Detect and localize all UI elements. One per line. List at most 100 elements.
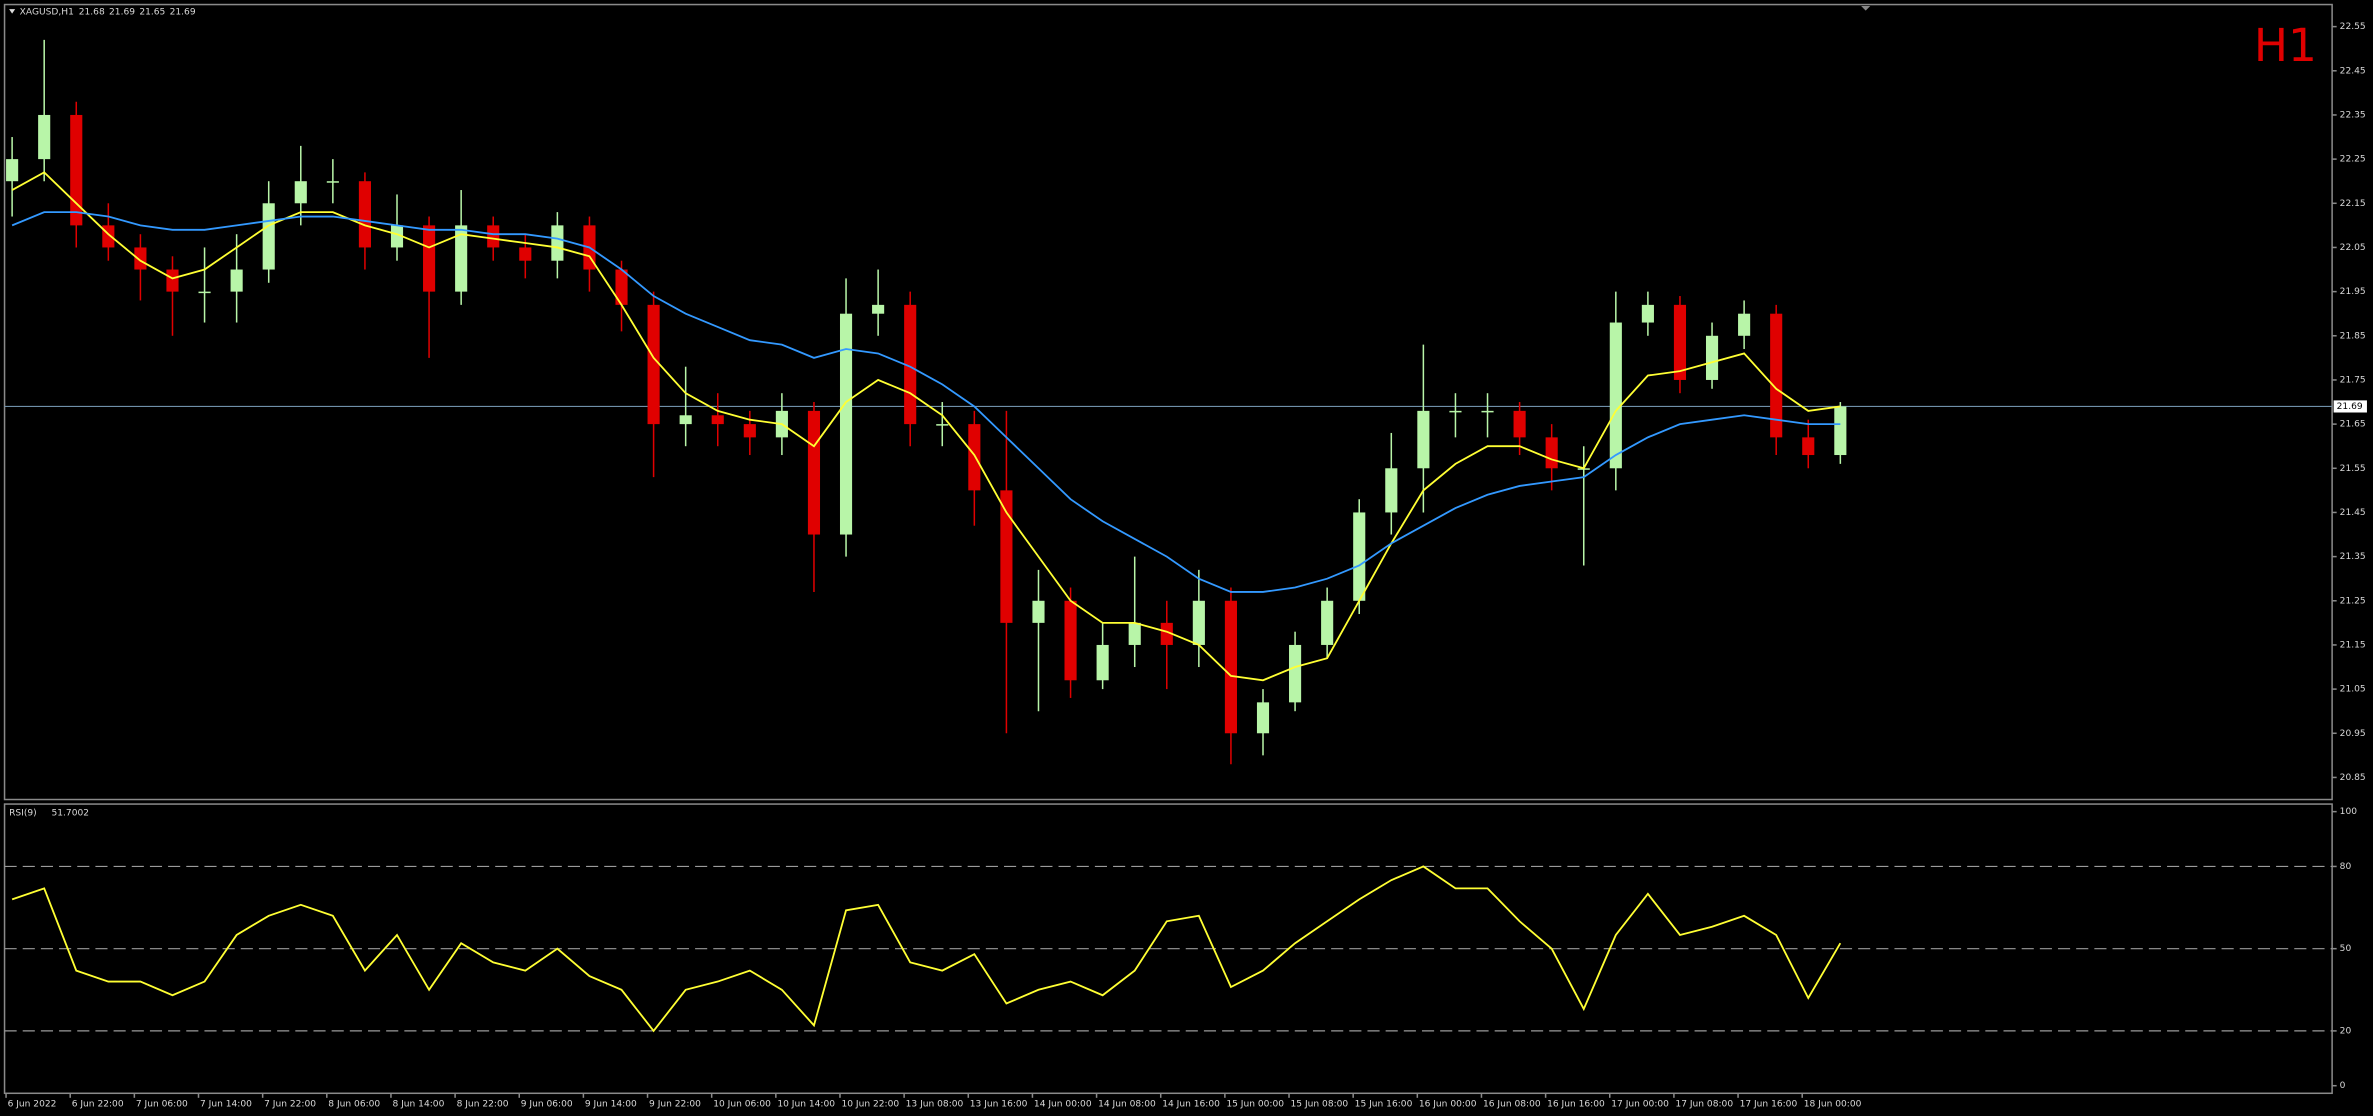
candle-body — [807, 410, 821, 535]
candle-body — [1096, 644, 1109, 681]
y-tick-label: 21.45 — [2340, 508, 2366, 518]
shift-marker — [1861, 6, 1871, 11]
x-tick-label: 6 Jun 22:00 — [72, 1099, 124, 1109]
x-tick-label: 13 Jun 16:00 — [970, 1099, 1028, 1109]
x-tick-label: 16 Jun 16:00 — [1547, 1099, 1605, 1109]
x-tick-label: 17 Jun 16:00 — [1740, 1099, 1798, 1109]
candle-body — [1417, 410, 1430, 469]
candle-body — [326, 181, 339, 183]
candle-body — [1641, 304, 1654, 323]
rsi-label: RSI(9) — [9, 809, 37, 819]
candle-body — [358, 181, 371, 248]
candle-body — [262, 203, 275, 270]
x-tick-label: 10 Jun 14:00 — [777, 1099, 835, 1109]
candle-body — [1256, 702, 1270, 734]
y-tick-label: 80 — [2340, 862, 2352, 872]
candle-body — [390, 225, 404, 248]
y-tick-label: 22.05 — [2340, 243, 2366, 253]
y-tick-label: 50 — [2340, 944, 2352, 954]
y-tick-label: 22.55 — [2340, 22, 2366, 32]
x-tick-label: 17 Jun 00:00 — [1611, 1099, 1669, 1109]
candle-body — [839, 313, 853, 535]
y-tick-label: 20.95 — [2340, 729, 2366, 739]
x-tick-label: 16 Jun 08:00 — [1483, 1099, 1541, 1109]
y-tick-label: 20 — [2340, 1026, 2352, 1036]
y-tick-label: 20.85 — [2340, 773, 2366, 783]
candle-body — [615, 269, 628, 305]
header-value: 21.68 — [79, 8, 105, 18]
x-tick-label: 14 Jun 00:00 — [1034, 1099, 1092, 1109]
candle-body — [1481, 410, 1494, 413]
bid-tag-label: 21.69 — [2337, 402, 2363, 412]
candle-body — [70, 114, 83, 226]
symbol: XAGUSD,H1 — [20, 8, 74, 18]
candle-body — [198, 291, 211, 294]
moving-average — [11, 171, 1841, 682]
x-tick-label: 8 Jun 06:00 — [328, 1099, 380, 1109]
x-tick-label: 16 Jun 00:00 — [1419, 1099, 1477, 1109]
rsi-line — [11, 865, 1842, 1033]
header-value: 21.69 — [170, 8, 196, 18]
rsi-current: 51.7002 — [51, 809, 89, 819]
candle-body — [1513, 410, 1526, 438]
candle-body — [1545, 437, 1558, 469]
candle-body — [1705, 335, 1719, 380]
candle-body — [1224, 600, 1237, 734]
candle-body — [1802, 437, 1815, 456]
candle-body — [1449, 410, 1462, 413]
x-tick-label: 7 Jun 06:00 — [136, 1099, 188, 1109]
y-tick-label: 22.25 — [2340, 155, 2366, 165]
y-tick-label: 21.05 — [2340, 685, 2366, 695]
candle-body — [1160, 622, 1173, 645]
header-values: 21.68 21.69 21.65 21.69 — [79, 8, 196, 18]
candle-body — [872, 304, 885, 314]
candle-body — [1609, 322, 1622, 469]
y-tick-label: 0 — [2340, 1081, 2346, 1091]
menu-arrow — [9, 9, 16, 14]
candle-body — [487, 225, 500, 248]
y-tick-label: 21.85 — [2340, 331, 2366, 341]
x-tick-label: 7 Jun 22:00 — [264, 1099, 316, 1109]
y-tick-label: 21.75 — [2340, 375, 2366, 385]
candle-body — [679, 415, 692, 425]
candle-body — [1673, 304, 1687, 380]
candle-body — [1289, 644, 1302, 703]
x-tick-label: 6 Jun 2022 — [8, 1099, 57, 1109]
y-tick-label: 21.35 — [2340, 552, 2366, 562]
y-tick-label: 22.35 — [2340, 110, 2366, 120]
y-tick-label: 22.45 — [2340, 66, 2366, 76]
candle-body — [423, 225, 436, 292]
candle-body — [1064, 600, 1077, 681]
main-pane — [3, 3, 2333, 801]
candle-body — [1385, 468, 1398, 513]
candle-body — [1032, 600, 1045, 623]
candle-body — [1770, 313, 1783, 438]
moving-average — [11, 211, 1841, 593]
candle-body — [936, 424, 949, 426]
x-tick-label: 15 Jun 08:00 — [1291, 1099, 1349, 1109]
timeframe-label: H1 — [2254, 19, 2317, 72]
y-tick-label: 21.95 — [2340, 287, 2366, 297]
candle-body — [1738, 313, 1751, 336]
candle-body — [102, 225, 115, 248]
candle-body — [230, 269, 243, 292]
x-tick-label: 14 Jun 16:00 — [1162, 1099, 1220, 1109]
candle-body — [1321, 600, 1334, 645]
y-tick-label: 21.55 — [2340, 464, 2366, 474]
candle-body — [968, 424, 981, 491]
x-tick-label: 17 Jun 08:00 — [1675, 1099, 1733, 1109]
y-tick-label: 22.15 — [2340, 199, 2366, 209]
x-tick-label: 10 Jun 22:00 — [841, 1099, 899, 1109]
candle-body — [134, 247, 147, 270]
candle-body — [1000, 490, 1013, 623]
y-tick-label: 21.15 — [2340, 640, 2366, 650]
y-tick-label: 21.25 — [2340, 596, 2366, 606]
header-value: 21.69 — [109, 8, 135, 18]
candle-body — [38, 114, 51, 160]
x-tick-label: 15 Jun 16:00 — [1355, 1099, 1413, 1109]
candle-body — [711, 415, 724, 425]
y-tick-label: 100 — [2340, 807, 2358, 817]
